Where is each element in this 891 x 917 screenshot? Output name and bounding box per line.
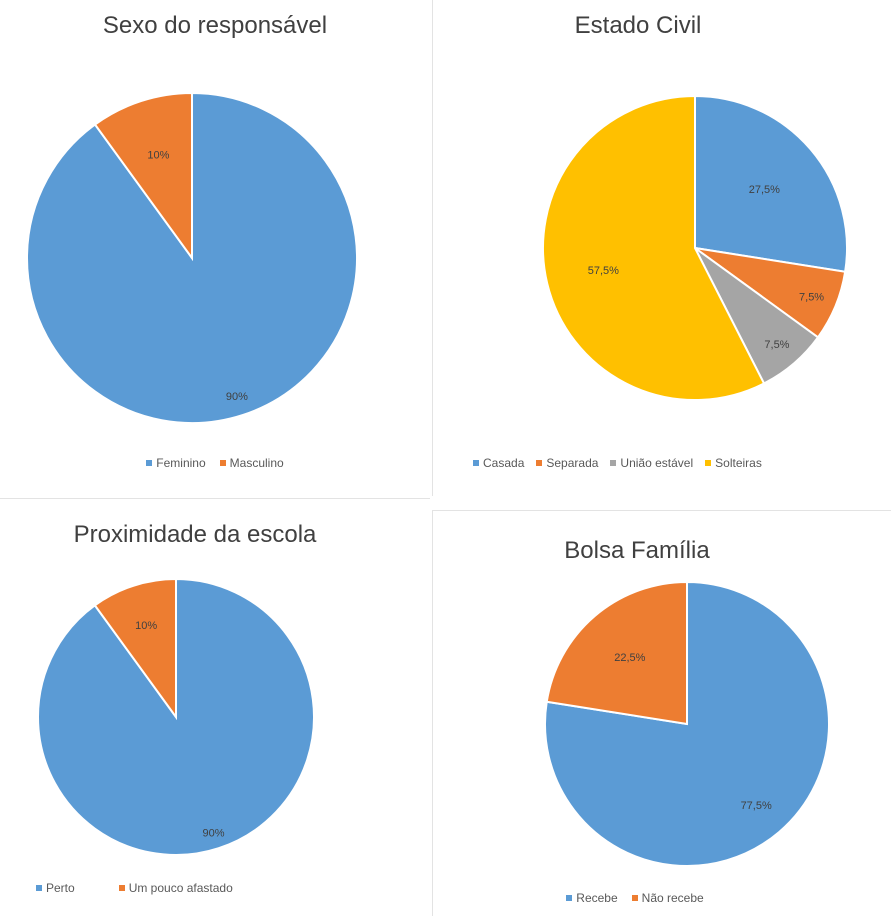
legend-swatch <box>118 885 125 891</box>
chart-title: Estado Civil <box>574 12 702 39</box>
legend-label: Um pouco afastado <box>128 881 233 895</box>
legend-swatch <box>146 460 153 466</box>
chart-sexo-responsavel: Sexo do responsável 90% 10% Feminino Mascu… <box>0 0 430 496</box>
data-label: 10% <box>135 620 157 632</box>
legend-swatch <box>36 885 42 891</box>
chart-title: Proximidade da escola <box>73 521 317 548</box>
legend-item: Não recebe <box>631 891 704 905</box>
legend-label: Perto <box>46 881 75 895</box>
data-label: 7,5% <box>764 339 789 351</box>
legend: Feminino Masculino <box>0 456 430 470</box>
legend: Recebe Não recebe <box>379 891 891 905</box>
legend-item: Solteiras <box>705 456 762 470</box>
legend-label: União estável <box>620 456 694 470</box>
chart-title: Bolsa Família <box>564 537 710 564</box>
data-label: 57,5% <box>588 265 619 277</box>
data-label: 7,5% <box>799 291 824 303</box>
legend: Perto Um pouco afastado <box>0 881 430 895</box>
legend-label: Casada <box>483 456 525 470</box>
legend-swatch <box>219 460 226 466</box>
data-label: 22,5% <box>614 652 645 664</box>
legend-label: Recebe <box>576 891 618 905</box>
pie-chart: 90% 10% <box>37 577 315 856</box>
legend-item: União estável <box>610 456 693 470</box>
pie-slice-recebe <box>544 580 830 867</box>
data-label: 27,5% <box>749 184 780 196</box>
legend-label: Masculino <box>229 456 284 470</box>
legend-swatch <box>566 895 573 901</box>
data-label: 10% <box>147 149 169 161</box>
legend-item: Perto <box>36 881 75 895</box>
pie-chart: 77,5% 22,5% <box>544 580 830 867</box>
pie-slice-masculino <box>93 91 193 262</box>
chart-proximidade-escola: Proximidade da escola 90% 10% Perto Um pou… <box>0 498 430 916</box>
legend-label: Feminino <box>156 456 206 470</box>
pie-chart: 27,5% 7,5% 7,5% 57,5% <box>542 94 848 401</box>
legend-label: Não recebe <box>641 891 704 905</box>
legend-item: Um pouco afastado <box>118 881 233 895</box>
legend-item: Separada <box>536 456 598 470</box>
legend-swatch <box>536 460 543 466</box>
chart-estado-civil: Estado Civil 27,5% 7,5% 7,5% 57,5% Casada Se… <box>432 0 891 496</box>
legend-item: Feminino <box>146 456 206 470</box>
legend-swatch <box>631 895 638 901</box>
legend-item: Casada <box>473 456 524 470</box>
chart-title: Sexo do responsável <box>102 12 328 39</box>
pie-slice-solteiras <box>542 94 766 401</box>
legend-label: Solteiras <box>715 456 762 470</box>
data-label: 90% <box>226 391 248 403</box>
data-label: 77,5% <box>741 800 772 812</box>
pie-slice-casada <box>694 94 848 273</box>
legend-swatch <box>705 460 712 466</box>
chart-bolsa-familia: Bolsa Família 77,5% 22,5% Recebe Não receb… <box>432 510 891 916</box>
legend-item: Recebe <box>566 891 618 905</box>
pie-chart: 90% 10% <box>26 91 358 424</box>
legend-item: Masculino <box>219 456 284 470</box>
pie-slice-um-pouco-afastado <box>93 577 177 721</box>
legend-swatch <box>473 460 479 466</box>
legend: Casada Separada União estável Solteiras <box>433 456 891 470</box>
pie-slice-não-recebe <box>545 580 688 726</box>
legend-label: Separada <box>546 456 599 470</box>
legend-swatch <box>610 460 617 466</box>
data-label: 90% <box>203 827 225 839</box>
